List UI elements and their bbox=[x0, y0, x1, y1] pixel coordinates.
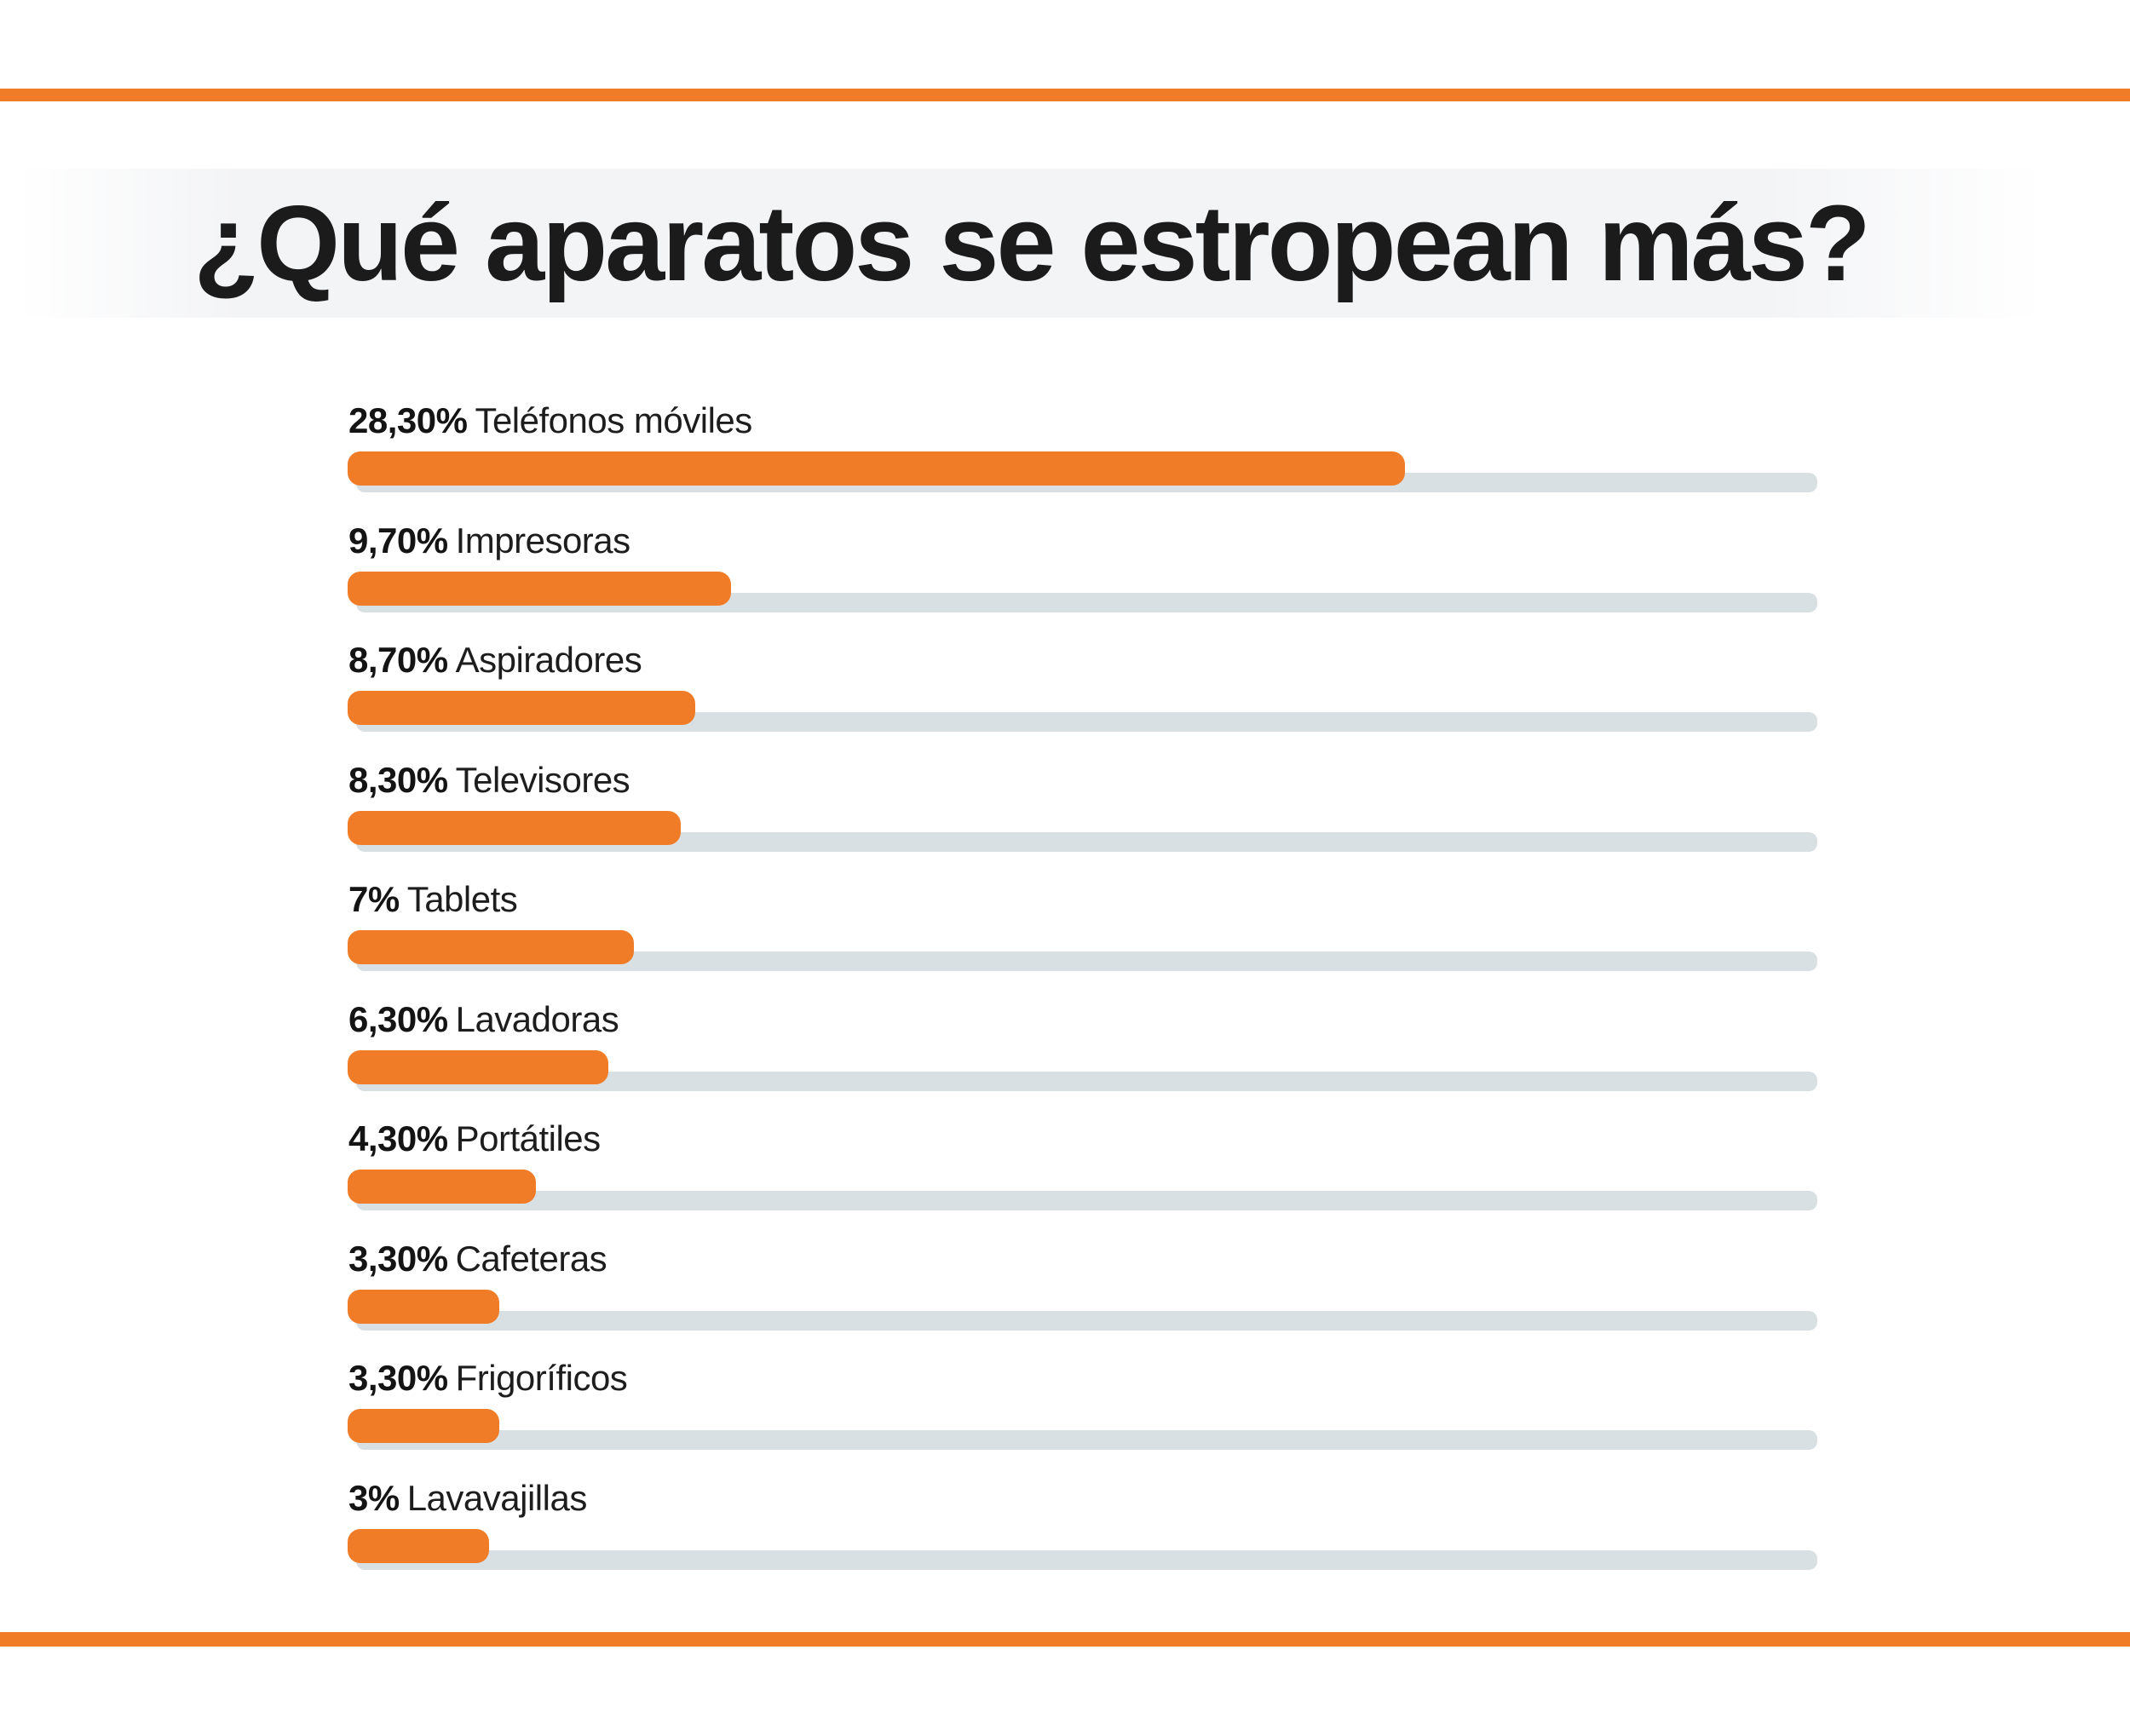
chart-row: 28,30% Teléfonos móviles bbox=[348, 400, 1817, 520]
bar-track bbox=[356, 1549, 1817, 1570]
chart-row: 6,30% Lavadoras bbox=[348, 999, 1817, 1119]
bar-category: Aspiradores bbox=[455, 640, 642, 680]
bar-value: 3,30% bbox=[348, 1358, 448, 1398]
chart-row: 8,30% Televisores bbox=[348, 760, 1817, 880]
chart-row: 4,30% Portátiles bbox=[348, 1118, 1817, 1239]
bar-fill bbox=[348, 930, 634, 964]
bar-fill bbox=[348, 691, 695, 725]
title-band: ¿Qué aparatos se estropean más? bbox=[17, 169, 2045, 318]
bar-label: 3,30% Cafeteras bbox=[348, 1239, 607, 1279]
bar-label: 7% Tablets bbox=[348, 879, 518, 920]
bar-value: 6,30% bbox=[348, 998, 448, 1039]
bar-category: Televisores bbox=[455, 759, 630, 800]
bar-label: 28,30% Teléfonos móviles bbox=[348, 400, 752, 441]
bar-value: 7% bbox=[348, 879, 400, 919]
bar-fill bbox=[348, 810, 681, 845]
bar-value: 3% bbox=[348, 1477, 400, 1518]
bar-category: Tablets bbox=[406, 879, 518, 919]
bar-label: 6,30% Lavadoras bbox=[348, 999, 619, 1040]
bar-track bbox=[356, 1191, 1817, 1210]
bar-category: Portátiles bbox=[455, 1118, 602, 1158]
bar-label: 3,30% Frigoríficos bbox=[348, 1358, 628, 1399]
bar-fill bbox=[348, 451, 1405, 486]
bar-fill bbox=[348, 571, 732, 606]
bar-track bbox=[356, 1071, 1817, 1091]
bar-fill bbox=[348, 1170, 536, 1204]
bar-track bbox=[356, 1430, 1817, 1450]
chart-row: 7% Tablets bbox=[348, 879, 1817, 999]
bar-chart: 28,30% Teléfonos móviles 9,70% Impresoras … bbox=[348, 400, 1817, 1597]
bar-category: Frigoríficos bbox=[455, 1358, 628, 1398]
bar-label: 8,30% Televisores bbox=[348, 760, 630, 801]
bar-track bbox=[356, 712, 1817, 732]
bar-label: 9,70% Impresoras bbox=[348, 520, 630, 561]
bar-label: 3% Lavavajillas bbox=[348, 1478, 587, 1519]
chart-row: 8,70% Aspiradores bbox=[348, 640, 1817, 760]
chart-row: 3,30% Frigoríficos bbox=[348, 1358, 1817, 1478]
bar-category: Lavavajillas bbox=[406, 1477, 588, 1518]
top-accent-rule bbox=[0, 89, 2130, 101]
chart-row: 3% Lavavajillas bbox=[348, 1478, 1817, 1598]
bar-category: Lavadoras bbox=[455, 998, 619, 1039]
bar-track bbox=[356, 951, 1817, 971]
chart-row: 9,70% Impresoras bbox=[348, 520, 1817, 641]
bar-category: Cafeteras bbox=[455, 1238, 607, 1279]
bar-value: 4,30% bbox=[348, 1118, 448, 1158]
bar-label: 4,30% Portátiles bbox=[348, 1118, 601, 1159]
bar-fill bbox=[348, 1049, 608, 1084]
bar-value: 9,70% bbox=[348, 520, 448, 560]
bar-value: 28,30% bbox=[348, 400, 468, 440]
bottom-accent-rule bbox=[0, 1632, 2130, 1647]
bar-fill bbox=[348, 1289, 500, 1324]
bar-fill bbox=[348, 1409, 500, 1443]
bar-category: Teléfonos móviles bbox=[475, 400, 752, 440]
bar-label: 8,70% Aspiradores bbox=[348, 640, 642, 681]
bar-track bbox=[356, 831, 1817, 852]
page-title: ¿Qué aparatos se estropean más? bbox=[193, 183, 1871, 303]
bar-category: Impresoras bbox=[455, 520, 631, 560]
bar-fill bbox=[348, 1528, 489, 1563]
bar-value: 8,70% bbox=[348, 640, 448, 680]
bar-track bbox=[356, 1310, 1817, 1331]
bar-value: 8,30% bbox=[348, 759, 448, 800]
bar-value: 3,30% bbox=[348, 1238, 448, 1279]
chart-row: 3,30% Cafeteras bbox=[348, 1239, 1817, 1359]
